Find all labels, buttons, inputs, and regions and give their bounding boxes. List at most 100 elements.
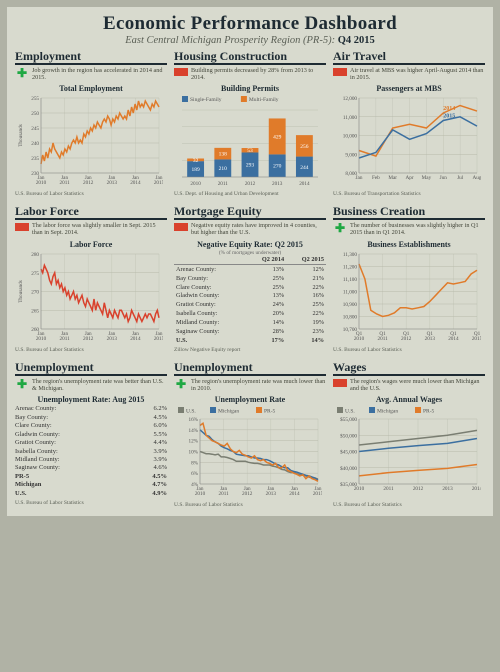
panel-content: Avg. Annual WagesU.S.MichiganPR-5$35,000… (333, 395, 485, 500)
svg-text:240: 240 (31, 141, 39, 147)
svg-text:2014: 2014 (130, 336, 141, 342)
svg-text:2014: 2014 (289, 491, 300, 497)
source-label: U.S. Dept. of Housing and Urban Developm… (174, 191, 326, 197)
svg-text:U.S.: U.S. (186, 409, 196, 415)
list-item: Arenac County:6.2% (15, 405, 167, 413)
panel-content: Building PermitsSingle-FamilyMulti-Famil… (174, 84, 326, 189)
panel-content: Unemployment RateU.S.MichiganPR-54%6%8%1… (174, 395, 326, 500)
minus-icon (333, 68, 347, 76)
page-subtitle: East Central Michigan Prosperity Region … (15, 35, 485, 46)
panel-title: Wages (333, 361, 485, 376)
panel-unemployment1: Unemployment ✚The region's unemployment r… (15, 361, 167, 508)
svg-text:Multi-Family: Multi-Family (249, 97, 279, 103)
svg-text:2014: 2014 (448, 336, 459, 342)
svg-text:Michigan: Michigan (218, 409, 239, 415)
panel-content: Negative Equity Rate: Q2 2015(% of mortg… (174, 240, 326, 346)
chart-title: Business Establishments (333, 240, 485, 249)
chart-title: Negative Equity Rate: Q2 2015 (174, 240, 326, 249)
list-total: PR-54.5% (15, 473, 167, 481)
svg-text:2012: 2012 (413, 486, 424, 492)
chart-svg: 10,70010,80010,90011,00011,10011,20011,3… (333, 250, 481, 345)
chart-svg: 260265270275280Jan2010Jan2011Jan2012Jan2… (15, 250, 163, 345)
panel-laborforce: Labor ForceThe labor force was slightly … (15, 205, 167, 353)
svg-text:256: 256 (300, 144, 309, 150)
svg-text:$40,000: $40,000 (340, 465, 357, 472)
svg-text:2011: 2011 (383, 486, 394, 492)
svg-text:210: 210 (219, 166, 228, 172)
panel-title: Housing Construction (174, 50, 326, 65)
panel-caption: The region's unemployment rate was much … (191, 375, 326, 392)
svg-text:10%: 10% (188, 450, 198, 456)
dashboard-header: Economic Performance Dashboard East Cent… (15, 13, 485, 46)
svg-text:May: May (422, 175, 432, 181)
list-item: Isabella County:3.9% (15, 448, 167, 456)
svg-text:10,800: 10,800 (343, 314, 358, 320)
svg-text:2015: 2015 (154, 180, 163, 186)
svg-text:2013: 2013 (266, 491, 277, 497)
table-row: Gladwin County:13%16% (174, 292, 326, 301)
svg-text:429: 429 (273, 135, 282, 141)
panel-grid: Employment✚Job growth in the region has … (15, 50, 485, 508)
svg-text:270: 270 (273, 164, 282, 170)
svg-text:2014: 2014 (130, 180, 141, 186)
dashboard-frame: Economic Performance Dashboard East Cent… (7, 7, 493, 516)
panel-airtravel: Air TravelAir travel at MBS was higher A… (333, 50, 485, 197)
panel-caption: The number of businesses was slightly hi… (350, 219, 485, 236)
chart-svg: Single-FamilyMulti-Family189322010210138… (174, 94, 322, 189)
svg-text:Feb: Feb (372, 175, 380, 181)
svg-text:2011: 2011 (378, 336, 389, 342)
panel-title: Business Creation (333, 205, 485, 220)
chart-title: Total Employment (15, 84, 167, 93)
panel-content: Total Employment230235240245250255Jan201… (15, 84, 167, 189)
minus-icon (15, 223, 29, 231)
source-label: U.S. Bureau of Labor Statistics (174, 502, 326, 508)
panel-title: Labor Force (15, 205, 167, 220)
chart-svg: 4%6%8%10%12%14%16%Jan2010Jan2011Jan2012J… (174, 415, 322, 500)
svg-text:275: 275 (31, 270, 39, 276)
source-label: U.S. Bureau of Labor Statistics (333, 347, 485, 353)
svg-text:2010: 2010 (36, 336, 47, 342)
list-item: Saginaw County:4.6% (15, 464, 167, 472)
panel-unemployment2: Unemployment ✚The region's unemployment r… (174, 361, 326, 508)
svg-text:235: 235 (31, 156, 39, 162)
svg-text:53: 53 (247, 148, 253, 154)
svg-text:Apr: Apr (406, 175, 414, 181)
svg-text:2012: 2012 (401, 336, 412, 342)
panel-caption: The region's wages were much lower than … (350, 375, 485, 392)
svg-text:2015: 2015 (313, 491, 322, 497)
svg-text:$50,000: $50,000 (340, 433, 357, 440)
panel-caption: Negative equity rates have improved in 4… (191, 219, 326, 236)
svg-text:2012: 2012 (245, 181, 256, 187)
panel-housing: Housing ConstructionBuilding permits dec… (174, 50, 326, 197)
table-row: Bay County:25%21% (174, 274, 326, 283)
svg-text:10,900: 10,900 (343, 302, 358, 308)
minus-icon (174, 223, 188, 231)
panel-title: Unemployment (15, 361, 167, 376)
panel-caption: The region's unemployment rate was bette… (32, 375, 167, 392)
svg-text:2012: 2012 (83, 180, 94, 186)
panel-title: Unemployment (174, 361, 326, 376)
plus-icon: ✚ (174, 378, 188, 390)
svg-text:2011: 2011 (60, 336, 71, 342)
plus-icon: ✚ (15, 378, 29, 390)
minus-icon (333, 379, 347, 387)
panel-title: Mortgage Equity (174, 205, 326, 220)
list-item: Gladwin County:5.5% (15, 431, 167, 439)
panel-mortgage: Mortgage EquityNegative equity rates hav… (174, 205, 326, 353)
list-item: Gratiot County:4.4% (15, 439, 167, 447)
svg-text:245: 245 (31, 126, 39, 132)
svg-text:11,200: 11,200 (343, 264, 357, 270)
table-row: Clare County:25%22% (174, 283, 326, 292)
panel-caption: The labor force was slightly smaller in … (32, 219, 167, 236)
svg-text:2010: 2010 (36, 180, 47, 186)
svg-text:32: 32 (193, 158, 199, 164)
svg-text:$55,000: $55,000 (340, 416, 357, 423)
minus-icon (174, 68, 188, 76)
panel-content: Unemployment Rate: Aug 2015Arenac County… (15, 395, 167, 498)
svg-text:$45,000: $45,000 (340, 449, 357, 456)
svg-text:11,100: 11,100 (343, 277, 357, 283)
list-total: Michigan4.7% (15, 481, 167, 489)
panel-title: Employment (15, 50, 167, 65)
source-label: Zillow Negative Equity report (174, 347, 326, 353)
svg-text:2011: 2011 (218, 181, 229, 187)
